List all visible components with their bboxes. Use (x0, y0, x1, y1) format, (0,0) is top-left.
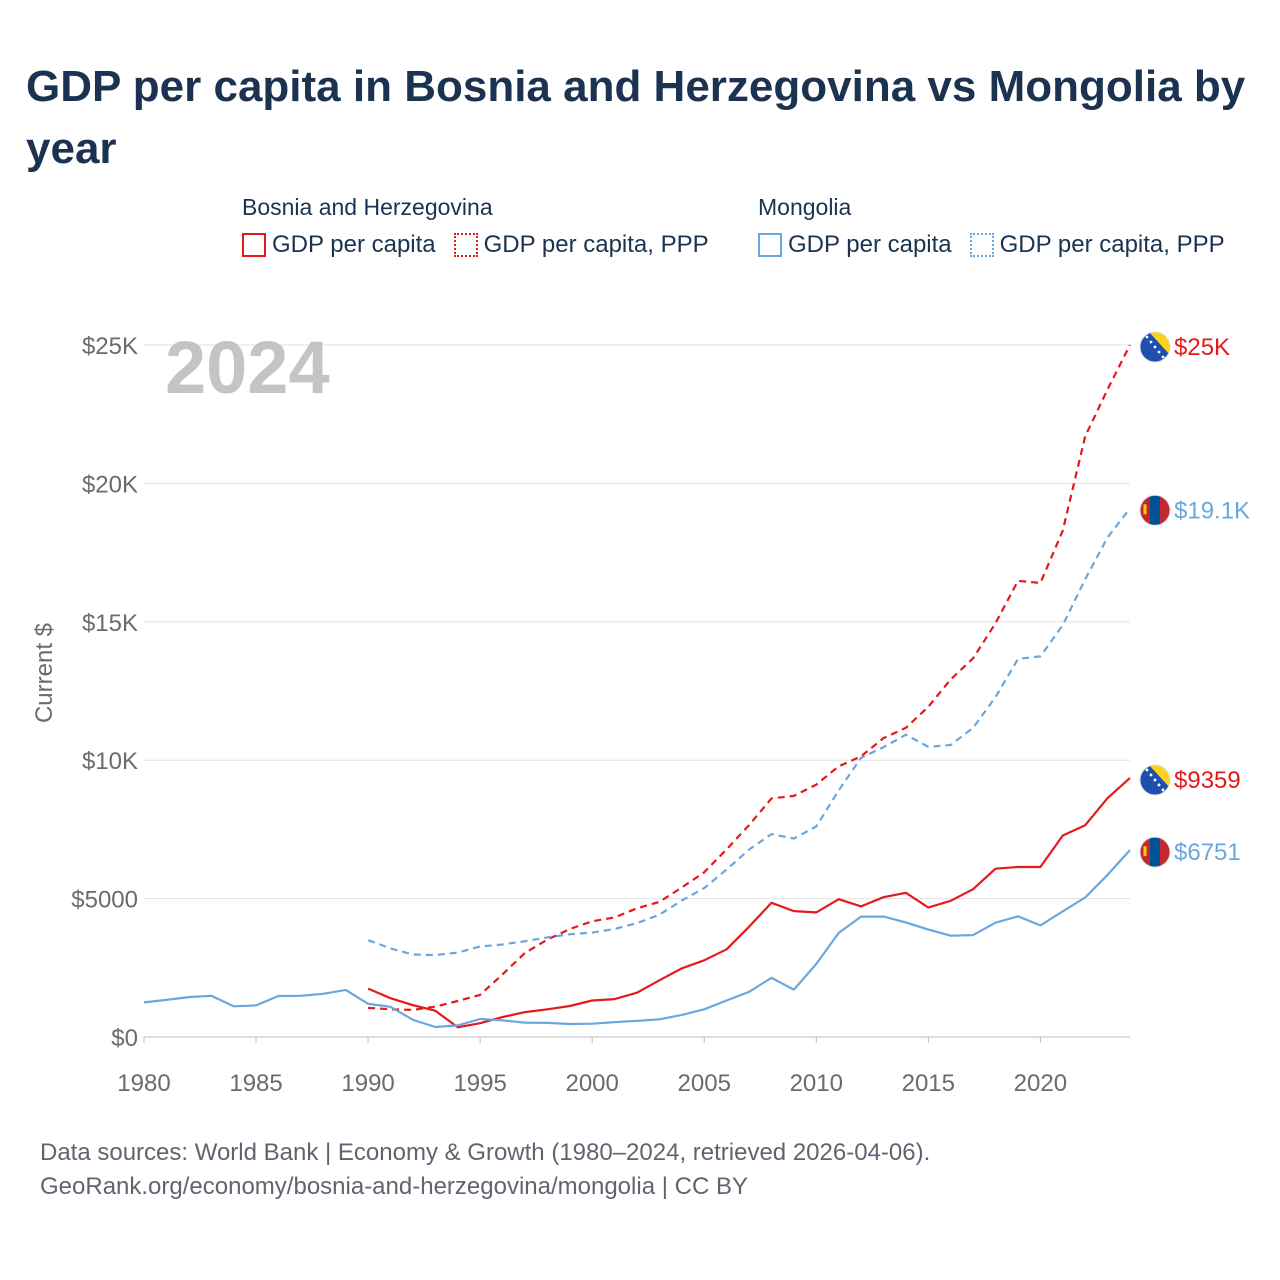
flag-stripe (1160, 495, 1170, 526)
series-line (367, 507, 1131, 957)
x-tick-label: 2000 (565, 1070, 618, 1097)
flag-star (1157, 783, 1161, 787)
legend-item-mongolia-gdp[interactable]: GDP per capita (758, 231, 952, 259)
legend-item-label: GDP per capita (788, 231, 952, 258)
flag-star (1157, 350, 1161, 354)
x-tick-label: 1995 (453, 1070, 506, 1097)
x-tick-label: 1980 (117, 1070, 170, 1097)
flag-star (1145, 335, 1149, 339)
source-line: Data sources: World Bank | Economy & Gro… (40, 1139, 931, 1166)
series-line (143, 849, 1131, 1029)
flag-star (1149, 773, 1153, 777)
series-end-label: $6751 (1174, 839, 1241, 866)
legend-item-label: GDP per capita (272, 231, 436, 258)
source-note: Data sources: World Bank | Economy & Gro… (40, 1136, 930, 1204)
y-tick-label: $5000 (71, 887, 138, 914)
gridlines (144, 344, 1130, 1038)
legend-swatch-dotted (453, 233, 478, 257)
flag-star (1153, 345, 1157, 349)
flag-star (1161, 355, 1165, 359)
y-tick-label: $10K (82, 748, 138, 775)
series-end-label: $25K (1174, 334, 1230, 361)
series-end-label: $9359 (1174, 767, 1241, 794)
flag-triangle (1149, 764, 1170, 788)
x-axis: 1980 1985 1990 1995 2000 2005 2010 2015 2020 (117, 1037, 1067, 1097)
legend-item-label: GDP per capita, PPP (483, 231, 709, 258)
legend-item-bosnia-gdp[interactable]: GDP per capita (242, 231, 436, 259)
x-tick-label: 1985 (229, 1070, 282, 1097)
end-labels: $9359 $25K $6751 $19.1K (1139, 331, 1250, 868)
flag-star (1161, 788, 1165, 792)
x-tick-label: 2020 (1014, 1070, 1067, 1097)
flag-border (1139, 494, 1171, 526)
year-label: 2024 (165, 326, 330, 409)
line-chart: $0 $5000 $10K $15K $20K $25K 1980 1985 1990 1995… (31, 326, 1250, 1097)
y-tick-label: $25K (82, 333, 138, 360)
y-tick-label: $0 (111, 1025, 138, 1052)
flag-stripe (1150, 837, 1160, 868)
legend-item-label: GDP per capita, PPP (999, 231, 1225, 258)
x-tick-label: 2015 (902, 1070, 955, 1097)
source-url: GeoRank.org/economy/bosnia-and-herzegovi… (40, 1173, 748, 1200)
chart-title: GDP per capita in Bosnia and Herzegovina… (26, 62, 1246, 173)
y-axis-label: Current $ (31, 623, 58, 723)
flag-border (1139, 836, 1171, 868)
legend-group-title: Mongolia (758, 194, 852, 220)
flag-soyombo (1143, 846, 1147, 857)
flag-soyombo (1143, 504, 1147, 515)
series-line (367, 777, 1131, 1029)
legend-group-bosnia: Bosnia and Herzegovina GDP per capita GD… (242, 194, 709, 259)
flag-stripe (1160, 837, 1170, 868)
flag-star (1149, 340, 1153, 344)
flag-border (1139, 764, 1171, 796)
flag-fill (1140, 495, 1170, 526)
y-tick-label: $20K (82, 471, 138, 498)
flag-stripe (1150, 495, 1160, 526)
series-end-label: $19.1K (1174, 497, 1250, 524)
legend-swatch-solid (242, 233, 266, 257)
x-tick-label: 2010 (790, 1070, 843, 1097)
series-lines (143, 344, 1131, 1029)
flag-fill (1140, 764, 1170, 795)
y-axis: $0 $5000 $10K $15K $20K $25K (71, 333, 138, 1052)
flag-border (1139, 331, 1171, 363)
flag-fill (1140, 837, 1170, 868)
legend-swatch-dotted (969, 233, 994, 257)
x-tick-label: 1990 (341, 1070, 394, 1097)
y-tick-label: $15K (82, 610, 138, 637)
x-tick-label: 2005 (678, 1070, 731, 1097)
flag-star (1153, 778, 1157, 782)
legend-item-mongolia-gdp-ppp[interactable]: GDP per capita, PPP (969, 231, 1225, 259)
mongolia-flag-icon (1139, 494, 1171, 526)
legend-item-bosnia-gdp-ppp[interactable]: GDP per capita, PPP (453, 231, 709, 259)
flag-fill (1140, 332, 1170, 362)
mongolia-flag-icon (1139, 836, 1171, 868)
legend-group-mongolia: Mongolia GDP per capita GDP per capita, … (758, 194, 1225, 259)
legend-group-title: Bosnia and Herzegovina (242, 194, 493, 220)
series-line (368, 344, 1131, 1012)
bosnia-flag-icon (1139, 764, 1171, 796)
bosnia-flag-icon (1139, 331, 1171, 363)
flag-triangle (1149, 332, 1170, 355)
legend-swatch-solid (758, 233, 782, 257)
flag-star (1145, 768, 1149, 772)
